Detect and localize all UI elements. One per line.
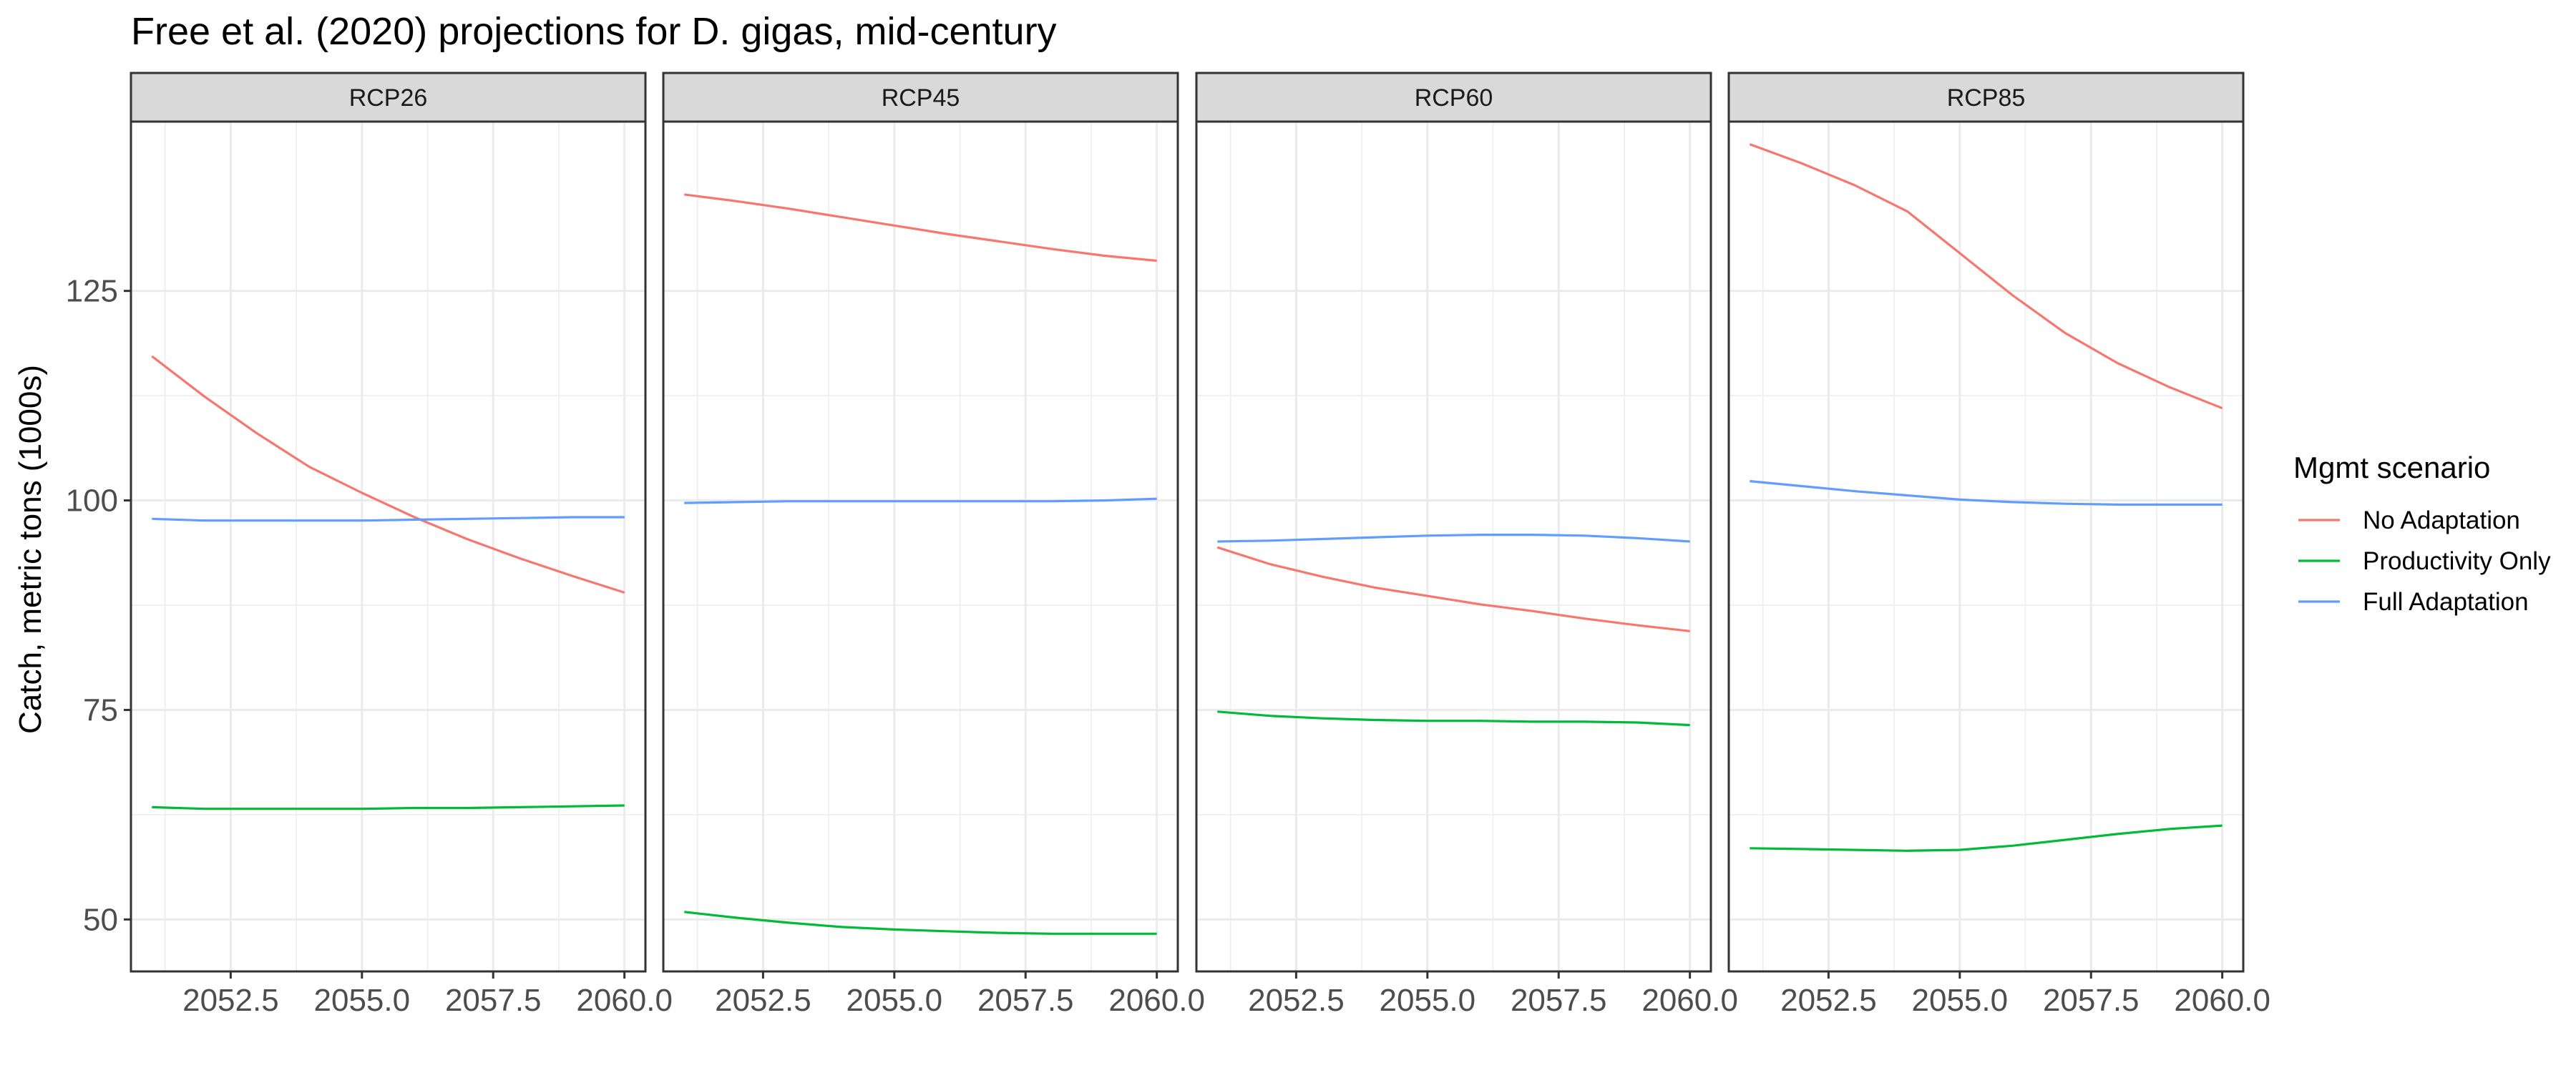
facet-strip-label: RCP45 — [882, 84, 960, 112]
x-tick-label: 2055.0 — [314, 983, 411, 1018]
y-tick-label: 125 — [66, 274, 118, 309]
facet-panel-rcp45: RCP45 2052.5 2055.0 2057.5 2060.0 — [662, 72, 1205, 1018]
legend-items: No Adaptation Productivity Only Full Adapt… — [2298, 506, 2551, 616]
series-line-full-adaptation — [684, 497, 1157, 504]
facet-panel-rcp85: RCP85 2052.5 2055.0 2057.5 2060.0 — [1727, 72, 2270, 1018]
panel-background — [1196, 122, 1711, 971]
series-line-full-adaptation — [1750, 480, 2223, 506]
series-line-full-adaptation — [152, 516, 625, 522]
panel-background — [663, 122, 1178, 971]
panel-background — [131, 122, 645, 971]
y-tick-label: 100 — [66, 484, 118, 519]
facet-strip-label: RCP26 — [349, 84, 428, 112]
series-line-no-adaptation — [1749, 143, 2223, 410]
x-tick-label: 2052.5 — [182, 983, 279, 1018]
x-tick-label: 2060.0 — [2174, 983, 2270, 1018]
series-line-no-adaptation — [1216, 546, 1690, 632]
x-tick-label: 2057.5 — [445, 983, 542, 1018]
facet-strip — [1195, 72, 1712, 123]
x-tick-label: 2052.5 — [1780, 983, 1877, 1018]
x-tick-label: 2055.0 — [847, 983, 943, 1018]
x-tick-label: 2060.0 — [1641, 983, 1738, 1018]
y-tick-label: 50 — [83, 902, 118, 937]
legend: Mgmt scenario No Adaptation Productivity … — [2293, 451, 2551, 616]
legend-label: No Adaptation — [2363, 506, 2520, 534]
facet-strip-label: RCP85 — [1947, 84, 2026, 112]
facet-strip-label: RCP60 — [1415, 84, 1493, 112]
facet-strip — [1727, 72, 2245, 123]
x-tick-label: 2052.5 — [1248, 983, 1345, 1018]
series-line-full-adaptation — [1217, 533, 1690, 543]
legend-label: Productivity Only — [2363, 547, 2551, 575]
legend-item-productivity-only: Productivity Only — [2298, 547, 2551, 575]
chart-title: Free et al. (2020) projections for D. gi… — [131, 10, 1057, 53]
series-line-productivity-only — [1217, 710, 1690, 727]
x-tick-label: 2060.0 — [1108, 983, 1205, 1018]
facet-strip — [130, 72, 647, 123]
legend-label: Full Adaptation — [2363, 588, 2529, 616]
series-line-productivity-only — [1750, 824, 2223, 852]
series-line-productivity-only — [152, 804, 625, 810]
x-tick-label: 2057.5 — [2043, 983, 2140, 1018]
x-tick-label: 2052.5 — [715, 983, 811, 1018]
panel-background — [1729, 122, 2243, 971]
y-tick-label: 75 — [83, 692, 118, 727]
series-line-no-adaptation — [151, 355, 625, 594]
x-tick-label: 2057.5 — [977, 983, 1074, 1018]
legend-item-full-adaptation: Full Adaptation — [2298, 588, 2529, 616]
x-tick-label: 2055.0 — [1380, 983, 1476, 1018]
y-axis-title: Catch, metric tons (1000s) — [13, 365, 48, 734]
legend-item-no-adaptation: No Adaptation — [2298, 506, 2520, 534]
series-line-productivity-only — [684, 911, 1157, 935]
legend-title: Mgmt scenario — [2293, 451, 2490, 484]
facet-panel-rcp60: RCP60 2052.5 2055.0 2057.5 2060.0 — [1195, 72, 1738, 1018]
x-tick-label: 2057.5 — [1511, 983, 1607, 1018]
x-tick-label: 2060.0 — [576, 983, 673, 1018]
facet-panel-rcp26: RCP26 2052.5 2055.0 2057.5 2060.0 50 75 100 125 — [66, 72, 673, 1018]
x-tick-label: 2055.0 — [1912, 983, 2009, 1018]
series-line-no-adaptation — [684, 193, 1157, 263]
facet-strip — [662, 72, 1179, 123]
